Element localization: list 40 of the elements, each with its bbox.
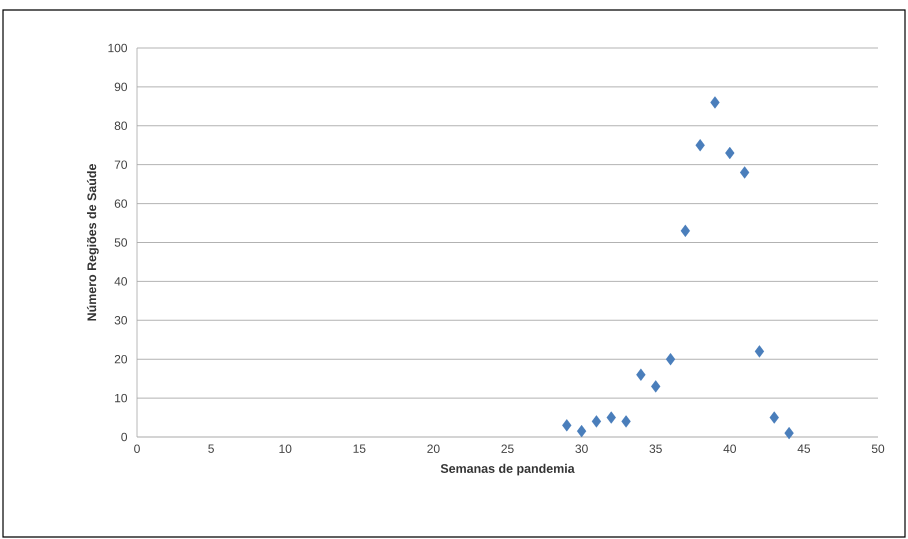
x-tick-label: 45 (798, 444, 810, 453)
point (740, 166, 750, 179)
point (636, 368, 646, 381)
y-axis-title: Número Regiões de Saúde (86, 164, 99, 321)
x-tick-label: 10 (279, 444, 292, 453)
point (770, 411, 779, 424)
point (562, 419, 572, 432)
x-tick-label: 40 (723, 444, 736, 453)
y-tick-label: 90 (114, 82, 128, 92)
point (754, 345, 764, 358)
x-axis-title: Semanas de pandemia (440, 464, 575, 476)
y-tick-label: 100 (108, 44, 128, 52)
point (725, 146, 735, 160)
x-tick-label: 25 (501, 444, 514, 453)
point (710, 96, 720, 109)
point (680, 224, 690, 238)
x-tick-label: 35 (650, 444, 662, 453)
y-tick-label: 50 (114, 238, 128, 247)
y-tick-label: 80 (114, 122, 128, 130)
point (784, 426, 794, 440)
point (606, 411, 616, 424)
y-tick-label: 70 (114, 160, 128, 169)
point (666, 352, 676, 366)
x-tick-label: 20 (427, 444, 440, 453)
y-tick-label: 10 (115, 394, 128, 402)
x-tick-label: 0 (134, 444, 140, 453)
y-tick-label: 40 (114, 277, 128, 286)
x-tick-label: 15 (354, 444, 366, 453)
point (592, 415, 602, 428)
point (621, 415, 631, 428)
y-tick-label: 20 (114, 354, 128, 364)
y-tick-label: 60 (114, 199, 128, 208)
x-tick-label: 50 (872, 444, 884, 453)
point (651, 380, 660, 393)
x-tick-label: 5 (208, 444, 214, 453)
x-tick-label: 30 (575, 444, 588, 453)
y-tick-label: 0 (121, 432, 128, 442)
point (695, 139, 705, 152)
point (576, 424, 586, 438)
y-tick-label: 30 (114, 316, 128, 325)
